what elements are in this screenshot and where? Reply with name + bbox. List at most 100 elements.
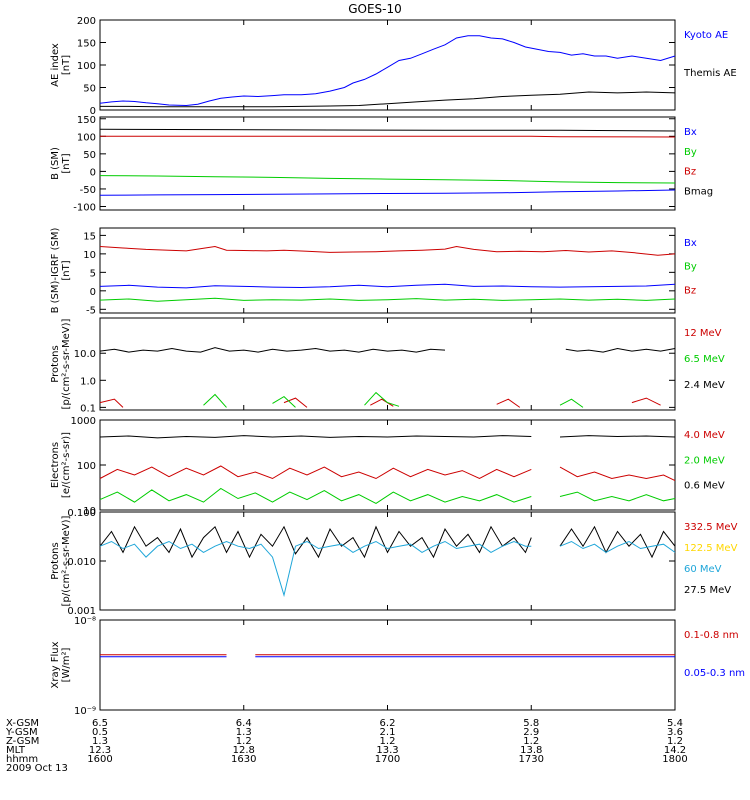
y-axis-label: B (SM)-IGRF (SM)[nT] [50, 228, 72, 314]
y-tick-label: 0.010 [67, 557, 96, 568]
y-axis-label: Xray Flux[W/m²] [50, 641, 72, 688]
y-tick-label: 10 [83, 250, 96, 261]
chart-title: GOES-10 [348, 2, 402, 16]
x-axis-value: 0.5 [92, 727, 108, 738]
legend-entry: Bmag [684, 186, 713, 197]
panel-frame [99, 511, 676, 611]
legend-entry: Themis AE [683, 68, 737, 79]
y-axis-label: Protons[p/(cm²-s-sr-MeV)] [50, 515, 72, 606]
x-axis-value: 1.2 [380, 736, 396, 747]
y-tick-label: 10.0 [74, 349, 96, 360]
y-tick-label: 150 [77, 115, 96, 126]
series-line-kyoto-ae [99, 35, 676, 107]
series-line-2-0-mev [99, 487, 676, 504]
series-line-0-6-mev [99, 435, 676, 439]
x-axis-row-label: X-GSM [6, 718, 39, 729]
series-line-themis-ae [100, 91, 676, 108]
x-axis-value: 6.5 [92, 718, 108, 729]
series-line-12-mev [99, 397, 661, 408]
x-axis-value: 14.2 [664, 745, 686, 756]
x-axis-value: 1.2 [236, 736, 252, 747]
panel-bsm: -100 -50 0 50 100 150 B (SM)[nT] Bx By Bz Bmag [50, 115, 713, 214]
y-tick-label: 100 [77, 61, 96, 72]
x-axis-value: 12.3 [89, 745, 111, 756]
legend-entry: 0.05-0.3 nm [684, 668, 745, 679]
y-axis-label: Protons[p/(cm²-s-sr-MeV)] [50, 318, 72, 409]
y-tick-label: 0.100 [67, 508, 96, 519]
series-line-27-5-mev [99, 525, 676, 559]
x-axis-value: 5.8 [523, 718, 539, 729]
y-tick-label: 10⁻⁸ [74, 616, 96, 627]
y-tick-label: -50 [80, 185, 96, 196]
series-line-6-5-mev [203, 391, 584, 408]
y-tick-label: 0 [90, 106, 96, 117]
x-axis-table: X-GSM 6.5 6.4 6.2 5.8 5.4Y-GSM 0.5 1.3 2.1 2.9 3.6… [5, 718, 688, 774]
legend-entry: Bx [684, 127, 697, 138]
y-tick-label: 0.1 [80, 403, 96, 414]
x-axis-value: 1630 [231, 754, 256, 765]
x-axis-value: 1.2 [523, 736, 539, 747]
x-axis-value: 3.6 [667, 727, 683, 738]
y-tick-label: 15 [83, 231, 96, 242]
y-tick-label: 10⁻⁹ [74, 706, 96, 717]
legend-entry: By [684, 262, 697, 273]
x-axis-row-label: MLT [6, 745, 26, 756]
x-axis-value: 13.8 [520, 745, 542, 756]
date-label: 2009 Oct 13 [6, 763, 68, 774]
y-tick-label: 0 [90, 287, 96, 298]
y-tick-label: 50 [83, 84, 96, 95]
legend-entry: 2.4 MeV [684, 380, 725, 391]
y-tick-label: 150 [77, 39, 96, 50]
legend-entry: 0.6 MeV [684, 481, 725, 492]
series-line-bx [99, 189, 676, 196]
y-axis-label: B (SM)[nT] [50, 147, 72, 180]
legend-entry: 6.5 MeV [684, 354, 725, 365]
panel-frame [99, 19, 676, 111]
x-axis-value: 1600 [87, 754, 112, 765]
panel-frame [99, 619, 676, 711]
y-tick-label: 5 [90, 268, 96, 279]
legend-entry: 332.5 MeV [684, 522, 738, 533]
x-axis-value: 1730 [519, 754, 544, 765]
y-tick-label: 1000 [71, 416, 96, 427]
series-line-2-4-mev [99, 347, 676, 353]
legend-entry: 122.5 MeV [684, 543, 738, 554]
y-tick-label: 0.001 [67, 606, 96, 617]
x-axis-value: 13.3 [376, 745, 398, 756]
panel-electrons: 10 100 1000 Electrons[e/(cm²-s-sr)] 4.0 MeV 2… [50, 416, 725, 517]
x-axis-value: 5.4 [667, 718, 683, 729]
panel-xray: 10⁻⁹ 10⁻⁸ Xray Flux[W/m²] 0.1-0.8 nm 0.05-0.… [50, 616, 745, 717]
y-tick-label: 10 [83, 506, 96, 517]
panel-ae: 0 50 100 150 200 AE index[nT] Kyoto AE Themis A… [50, 16, 737, 117]
y-axis-label: AE index[nT] [50, 43, 72, 87]
legend-entry: Bz [684, 167, 696, 178]
x-axis-value: 1.3 [92, 736, 108, 747]
legend-entry: Bx [684, 238, 697, 249]
y-tick-label: -100 [73, 202, 96, 213]
legend-entry: 12 MeV [684, 328, 722, 339]
series-line-bmag [99, 128, 676, 132]
y-tick-label: 200 [77, 16, 96, 27]
series-line-bz [99, 245, 676, 256]
y-tick-label: 100 [77, 132, 96, 143]
x-axis-value: 1.3 [236, 727, 252, 738]
y-axis-label: Electrons[e/(cm²-s-sr)] [50, 432, 72, 498]
y-tick-label: 50 [83, 150, 96, 161]
series-line-by [99, 175, 676, 184]
legend-entry: 0.1-0.8 nm [684, 630, 739, 641]
legend-entry: By [684, 147, 697, 158]
legend-entry: 60 MeV [684, 564, 722, 575]
x-axis-row-label: Z-GSM [6, 736, 39, 747]
y-tick-label: 0 [90, 167, 96, 178]
legend-entry: 4.0 MeV [684, 430, 725, 441]
panel-bigrf: -5 0 5 10 15 B (SM)-IGRF (SM)[nT] Bx By Bz [50, 227, 697, 316]
legend-entry: 27.5 MeV [684, 585, 731, 596]
series-line-60-mev [99, 540, 676, 598]
x-axis-value: 1.2 [667, 736, 683, 747]
series-line-4-0-mev [99, 465, 676, 482]
series-line-bx [99, 283, 676, 289]
x-axis-value: 2.1 [380, 727, 396, 738]
